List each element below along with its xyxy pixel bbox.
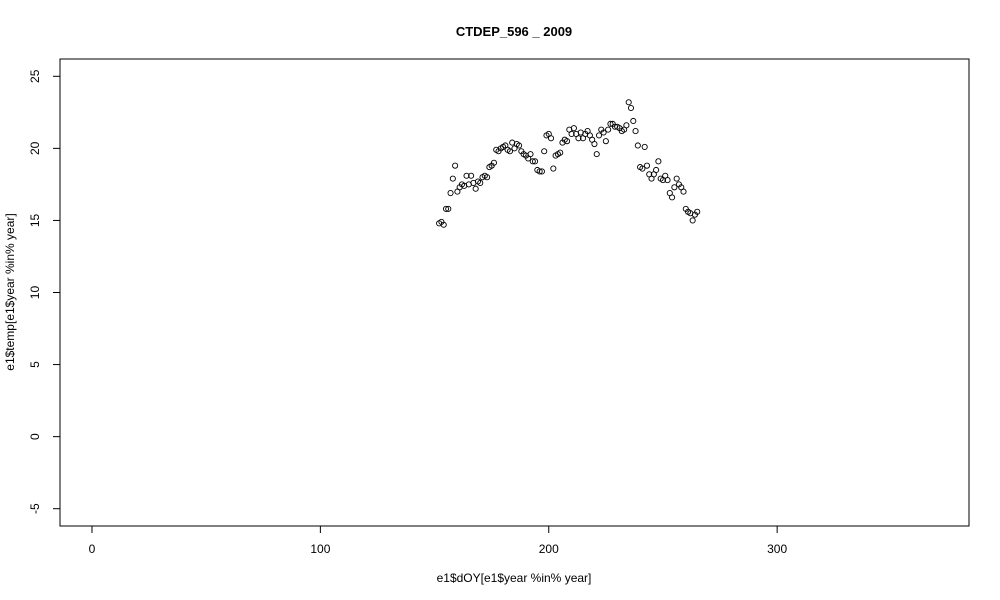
data-point bbox=[673, 175, 680, 182]
data-point bbox=[568, 130, 575, 138]
data-point bbox=[632, 128, 639, 135]
y-tick-label: -5 bbox=[28, 503, 42, 514]
x-tick-label: 200 bbox=[539, 542, 559, 556]
y-tick-label: 0 bbox=[28, 433, 42, 440]
data-point bbox=[639, 165, 646, 172]
data-point bbox=[600, 129, 607, 136]
data-point bbox=[669, 194, 676, 201]
data-point bbox=[680, 188, 687, 195]
y-axis-label: e1$temp[e1$year %in% year] bbox=[3, 213, 17, 370]
data-point bbox=[570, 125, 577, 132]
data-point bbox=[653, 166, 660, 174]
x-tick-label: 300 bbox=[767, 542, 787, 556]
y-axis: -5 0 5 10 15 20 25 bbox=[28, 69, 61, 514]
data-point bbox=[627, 104, 635, 112]
data-point bbox=[625, 99, 632, 106]
data-point bbox=[449, 175, 456, 182]
data-point bbox=[529, 158, 536, 165]
x-axis: 0 100 200 300 bbox=[89, 525, 787, 556]
data-point bbox=[641, 143, 648, 150]
data-point bbox=[527, 151, 534, 158]
data-point bbox=[655, 158, 662, 165]
y-tick-label: 25 bbox=[28, 69, 42, 83]
data-point bbox=[630, 117, 637, 125]
data-point bbox=[557, 149, 564, 156]
data-point bbox=[532, 158, 539, 165]
data-point bbox=[541, 148, 548, 155]
data-point bbox=[664, 177, 671, 184]
data-point bbox=[694, 208, 701, 215]
data-point bbox=[671, 184, 678, 191]
data-point bbox=[538, 168, 545, 175]
x-tick-label: 100 bbox=[310, 542, 330, 556]
data-point bbox=[689, 217, 696, 224]
data-point bbox=[490, 159, 497, 166]
y-tick-label: 15 bbox=[28, 213, 42, 227]
data-point bbox=[605, 126, 612, 133]
data-point bbox=[607, 120, 614, 127]
data-point bbox=[602, 138, 609, 145]
data-point bbox=[442, 205, 450, 212]
data-point bbox=[440, 221, 447, 228]
x-tick-label: 0 bbox=[89, 542, 96, 556]
data-point bbox=[634, 142, 641, 149]
data-point bbox=[468, 172, 475, 179]
data-point bbox=[516, 142, 523, 149]
y-tick-label: 10 bbox=[28, 286, 42, 300]
data-point bbox=[643, 162, 651, 169]
data-point bbox=[445, 205, 452, 212]
data-point bbox=[472, 185, 479, 192]
plot-frame bbox=[59, 58, 970, 527]
data-point bbox=[477, 179, 484, 187]
data-point bbox=[595, 132, 603, 139]
data-point bbox=[547, 135, 555, 142]
x-axis-label: e1$dOY[e1$year %in% year] bbox=[437, 571, 592, 585]
chart-title: CTDEP_596 _ 2009 bbox=[456, 24, 572, 39]
data-point bbox=[623, 122, 630, 129]
data-points bbox=[436, 99, 701, 228]
data-point bbox=[550, 165, 557, 172]
data-point bbox=[452, 162, 459, 169]
y-tick-label: 20 bbox=[28, 141, 42, 155]
data-point bbox=[575, 135, 582, 142]
y-tick-label: 5 bbox=[28, 361, 42, 368]
data-point bbox=[591, 140, 598, 148]
data-point bbox=[506, 148, 513, 155]
data-point bbox=[593, 151, 600, 158]
data-point bbox=[463, 172, 470, 179]
data-point bbox=[536, 168, 543, 175]
data-point bbox=[484, 174, 491, 181]
data-point bbox=[563, 138, 571, 145]
data-point bbox=[447, 189, 454, 197]
